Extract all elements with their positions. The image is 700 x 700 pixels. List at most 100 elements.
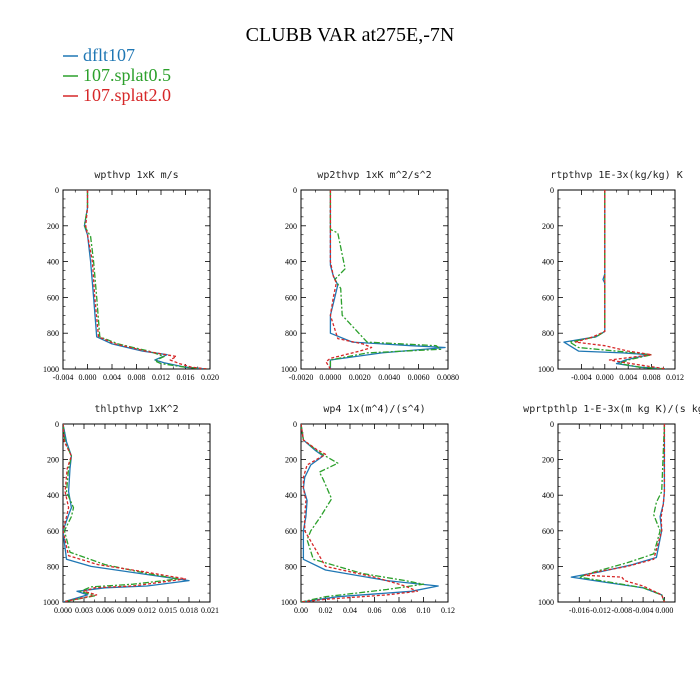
series-line-dflt107 bbox=[301, 424, 439, 602]
ytick-label: 600 bbox=[542, 293, 554, 302]
series-line-107.splat2.0 bbox=[583, 424, 666, 602]
xtick-label: 0.009 bbox=[117, 606, 135, 615]
ytick-label: 400 bbox=[47, 258, 59, 267]
xtick-label: 0.000 bbox=[596, 373, 614, 382]
xtick-label: 0.02 bbox=[319, 606, 333, 615]
xtick-label: 0.004 bbox=[103, 373, 121, 382]
ytick-label: 0 bbox=[550, 420, 554, 429]
xtick-label: -0.004 bbox=[571, 373, 592, 382]
series-line-107.splat2.0 bbox=[574, 190, 667, 369]
ytick-label: 1000 bbox=[281, 365, 297, 374]
xtick-label: 0.012 bbox=[666, 373, 684, 382]
xtick-label: 0.012 bbox=[152, 373, 170, 382]
xtick-label: 0.006 bbox=[96, 606, 114, 615]
xtick-label: 0.020 bbox=[201, 373, 219, 382]
legend-label-2: 107.splat2.0 bbox=[83, 85, 171, 105]
ytick-label: 600 bbox=[47, 527, 59, 536]
ytick-label: 800 bbox=[542, 329, 554, 338]
ytick-label: 600 bbox=[542, 527, 554, 536]
ytick-label: 1000 bbox=[43, 365, 59, 374]
ytick-label: 800 bbox=[285, 329, 297, 338]
xtick-label: -0.012 bbox=[590, 606, 611, 615]
xtick-label: 0.0080 bbox=[437, 373, 459, 382]
series-line-107.splat0.5 bbox=[329, 190, 442, 369]
ytick-label: 0 bbox=[55, 420, 59, 429]
xtick-label: 0.0000 bbox=[319, 373, 341, 382]
xtick-label: 0.10 bbox=[417, 606, 431, 615]
ytick-label: 800 bbox=[47, 329, 59, 338]
plot-frame-3 bbox=[62, 423, 211, 603]
xtick-label: -0.016 bbox=[569, 606, 590, 615]
xtick-label: 0.000 bbox=[655, 606, 673, 615]
xtick-label: 0.012 bbox=[138, 606, 156, 615]
xtick-label: 0.04 bbox=[343, 606, 357, 615]
panel-0: wpthvp 1xK m/s 0 200 400 600 800 1000-0.004 0.0… bbox=[43, 170, 219, 382]
ytick-label: 200 bbox=[47, 456, 59, 465]
ytick-label: 800 bbox=[542, 562, 554, 571]
panel-2: rtpthvp 1E-3x(kg/kg) K 0 200 400 600 800 1000 -… bbox=[538, 170, 684, 382]
ytick-label: 1000 bbox=[538, 598, 554, 607]
series-line-107.splat2.0 bbox=[301, 424, 419, 602]
ytick-label: 200 bbox=[285, 456, 297, 465]
ytick-label: 400 bbox=[542, 491, 554, 500]
series-line-107.splat0.5 bbox=[83, 190, 207, 369]
series-line-dflt107 bbox=[563, 190, 667, 369]
legend-label-0: dflt107 bbox=[83, 45, 135, 65]
ytick-label: 200 bbox=[542, 222, 554, 231]
series-line-107.splat0.5 bbox=[578, 424, 666, 602]
series-line-dflt107 bbox=[83, 190, 207, 369]
series-line-107.splat0.5 bbox=[301, 424, 425, 602]
xtick-label: 0.008 bbox=[128, 373, 146, 382]
series-line-107.splat0.5 bbox=[569, 190, 667, 369]
ytick-label: 600 bbox=[285, 527, 297, 536]
xtick-label: 0.021 bbox=[201, 606, 219, 615]
ytick-label: 200 bbox=[47, 222, 59, 231]
panel-title-1: wp2thvp 1xK m^2/s^2 bbox=[317, 170, 431, 181]
ytick-label: 0 bbox=[550, 186, 554, 195]
series-line-107.splat2.0 bbox=[85, 190, 207, 369]
ytick-label: 400 bbox=[47, 491, 59, 500]
xtick-label: 0.016 bbox=[177, 373, 195, 382]
series-line-dflt107 bbox=[63, 424, 190, 602]
panel-title-2: rtpthvp 1E-3x(kg/kg) K bbox=[550, 170, 682, 181]
xtick-label: 0.015 bbox=[159, 606, 177, 615]
ytick-label: 0 bbox=[293, 420, 297, 429]
series-line-dflt107 bbox=[329, 190, 446, 369]
ytick-label: 0 bbox=[293, 186, 297, 195]
ytick-label: 800 bbox=[47, 562, 59, 571]
ytick-label: 600 bbox=[285, 293, 297, 302]
xtick-label: 0.008 bbox=[643, 373, 661, 382]
ytick-label: 200 bbox=[542, 456, 554, 465]
panel-title-3: thlpthvp 1xK^2 bbox=[94, 404, 178, 415]
ytick-label: 1000 bbox=[538, 365, 554, 374]
series-line-107.splat0.5 bbox=[63, 424, 180, 602]
panel-title-5: wprtpthlp 1-E-3x(m kg K)/(s kg) bbox=[523, 404, 700, 415]
xtick-label: 0.018 bbox=[180, 606, 198, 615]
panel-1: wp2thvp 1xK m^2/s^2 0 200 400 600 800 1000-0.0… bbox=[281, 170, 459, 382]
ytick-label: 800 bbox=[285, 562, 297, 571]
panel-title-4: wp4 1x(m^4)/(s^4) bbox=[323, 404, 425, 415]
xtick-label: 0.0060 bbox=[408, 373, 430, 382]
xtick-label: -0.004 bbox=[633, 606, 654, 615]
plot-frame-0 bbox=[62, 189, 211, 370]
xtick-label: 0.003 bbox=[75, 606, 93, 615]
xtick-label: 0.12 bbox=[441, 606, 455, 615]
ytick-label: 400 bbox=[542, 258, 554, 267]
xtick-label: 0.004 bbox=[619, 373, 637, 382]
xtick-label: -0.004 bbox=[53, 373, 74, 382]
plot-frame-5 bbox=[557, 423, 676, 603]
series-line-107.splat2.0 bbox=[63, 424, 187, 602]
xtick-label: 0.0020 bbox=[349, 373, 371, 382]
ytick-label: 600 bbox=[47, 293, 59, 302]
ytick-label: 400 bbox=[285, 258, 297, 267]
panel-5: wprtpthlp 1-E-3x(m kg K)/(s kg) 0 200 400 60… bbox=[523, 404, 700, 615]
ytick-label: 0 bbox=[55, 186, 59, 195]
series-line-107.splat2.0 bbox=[325, 190, 373, 369]
legend-label-1: 107.splat0.5 bbox=[83, 65, 171, 85]
xtick-label: 0.00 bbox=[294, 606, 308, 615]
panel-title-0: wpthvp 1xK m/s bbox=[94, 170, 178, 181]
